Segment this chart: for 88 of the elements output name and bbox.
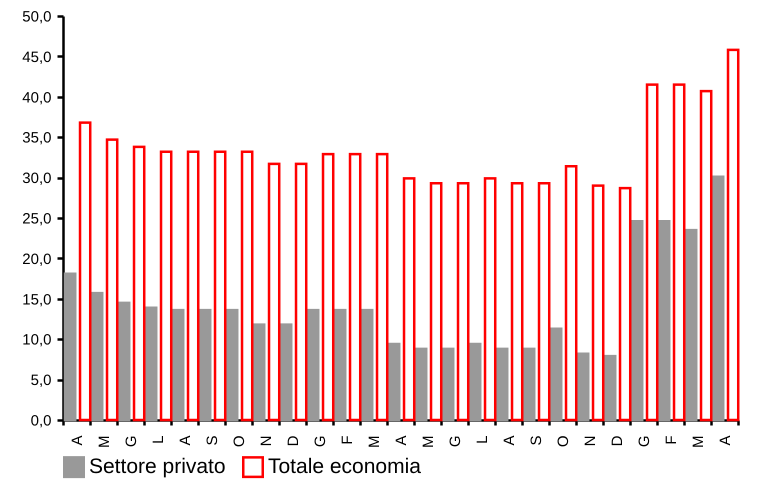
bar: [618, 186, 632, 422]
bar: [430, 182, 442, 422]
bar: [186, 150, 200, 422]
bar: [522, 348, 536, 422]
bar: [376, 152, 388, 422]
bar: [322, 152, 334, 422]
x-tick-label: A: [177, 436, 194, 446]
bar: [388, 342, 400, 422]
x-tick-label: A: [717, 436, 734, 446]
bar: [576, 352, 590, 422]
bar: [496, 348, 508, 422]
bar: [144, 306, 158, 422]
bar: [198, 308, 212, 422]
x-tick-label: G: [636, 436, 653, 448]
y-tick-label: 25,0: [22, 210, 52, 228]
bar: [280, 323, 292, 422]
y-tick-label: 35,0: [22, 130, 52, 147]
bar: [214, 150, 226, 422]
x-tick-label: O: [555, 436, 572, 448]
x-tick-label: G: [312, 436, 329, 448]
bar: [414, 348, 428, 422]
bar: [592, 184, 604, 422]
y-tick-label: 30,0: [22, 170, 52, 188]
x-tick-label: A: [69, 436, 86, 446]
bar: [456, 182, 470, 422]
y-tick-label: 10,0: [22, 332, 52, 349]
x-tick-label: M: [96, 436, 113, 448]
y-tick-label: 5,0: [30, 372, 52, 390]
x-tick-label: F: [339, 436, 356, 445]
bar: [132, 146, 146, 422]
bar: [226, 308, 238, 422]
bar: [538, 182, 550, 422]
x-tick-label: G: [123, 436, 140, 448]
bar: [294, 162, 308, 422]
bar: [658, 220, 670, 422]
bar: [360, 308, 374, 422]
y-tick-label: 40,0: [22, 89, 52, 106]
x-tick-label: M: [366, 436, 383, 448]
bar: [604, 354, 616, 422]
x-tick-label: M: [690, 436, 707, 448]
bar: [672, 83, 686, 422]
bar: [510, 182, 524, 422]
y-tick-label: 20,0: [22, 250, 52, 268]
x-tick-label: F: [663, 436, 680, 445]
bar: [172, 308, 184, 422]
y-tick-label: 15,0: [22, 291, 52, 308]
x-tick-label: A: [501, 436, 518, 446]
bar: [712, 176, 724, 422]
bar: [306, 308, 320, 422]
x-tick-label: A: [393, 436, 410, 446]
legend-label: Settore privato: [89, 455, 226, 478]
bar: [64, 272, 76, 422]
x-tick-label: D: [285, 435, 302, 446]
bar: [118, 302, 130, 422]
bar: [268, 162, 280, 422]
bar: [90, 292, 104, 422]
bar: [160, 150, 172, 422]
bar: [106, 138, 118, 422]
bar: [646, 83, 658, 422]
y-tick-label: 45,0: [22, 48, 52, 66]
x-tick-label: G: [447, 436, 464, 448]
bar: [700, 90, 712, 422]
x-tick-label: M: [420, 436, 437, 448]
bar: [348, 152, 362, 422]
y-tick-label: 0,0: [30, 412, 52, 430]
x-tick-label: N: [258, 436, 275, 446]
bar: [402, 177, 416, 422]
x-tick-label: D: [609, 435, 626, 446]
bar: [684, 228, 698, 422]
bar: [484, 177, 496, 422]
bar: [726, 48, 740, 422]
bar: [252, 323, 266, 422]
bar: [334, 308, 346, 422]
bar: [630, 220, 644, 422]
bar: [442, 348, 454, 422]
x-tick-label: N: [582, 436, 599, 446]
y-tick-label: 50,0: [22, 8, 52, 26]
bar: [78, 121, 92, 422]
bar: [468, 342, 482, 422]
x-tick-label: S: [204, 436, 221, 446]
x-tick-label: S: [528, 436, 545, 446]
legend-label: Totale economia: [268, 455, 422, 478]
bar: [550, 327, 562, 422]
x-tick-label: L: [474, 436, 491, 444]
bar: [240, 150, 254, 422]
bar: [564, 165, 578, 422]
x-tick-label: O: [231, 436, 248, 448]
x-tick-label: L: [150, 436, 167, 444]
